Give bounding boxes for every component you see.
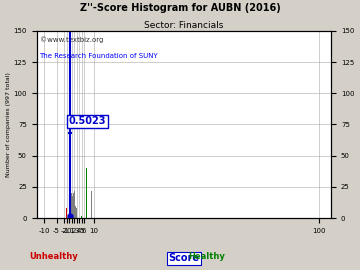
Text: 0.5023: 0.5023 bbox=[69, 116, 106, 126]
Text: Unhealthy: Unhealthy bbox=[30, 252, 78, 261]
Y-axis label: Number of companies (997 total): Number of companies (997 total) bbox=[5, 72, 10, 177]
Title: Sector: Financials: Sector: Financials bbox=[144, 21, 224, 30]
Text: Z''-Score Histogram for AUBN (2016): Z''-Score Histogram for AUBN (2016) bbox=[80, 3, 280, 13]
Text: The Research Foundation of SUNY: The Research Foundation of SUNY bbox=[40, 53, 158, 59]
Text: Healthy: Healthy bbox=[188, 252, 225, 261]
X-axis label: Score: Score bbox=[168, 253, 199, 263]
Text: ©www.textbiz.org: ©www.textbiz.org bbox=[40, 36, 103, 43]
